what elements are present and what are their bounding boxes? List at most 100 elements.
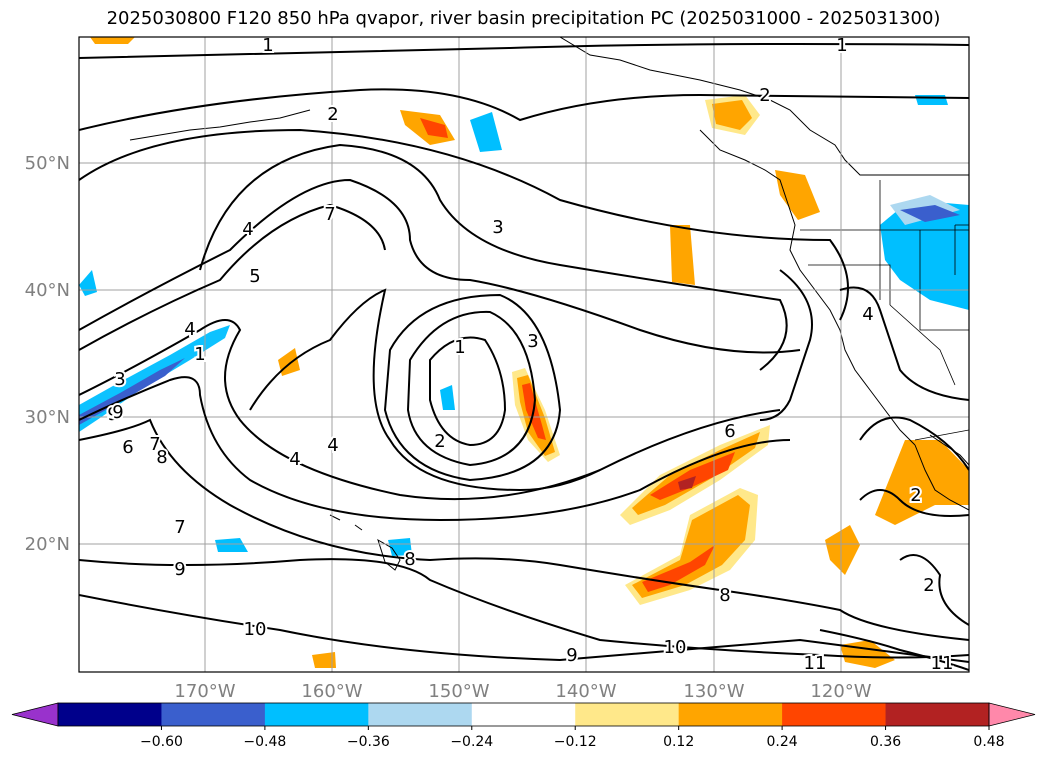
- longitude-labels: 170°W 160°W 150°W 140°W 130°W 120°W: [174, 681, 871, 702]
- contour-band-9: [79, 558, 969, 659]
- precip-shading: [79, 37, 969, 668]
- coastlines: [129, 37, 969, 571]
- colorbar-tick-label-3: −0.24: [450, 734, 493, 750]
- contour-label-14: 4: [327, 435, 338, 456]
- shade-blue-gulf-ak: [470, 112, 502, 152]
- contour-2-north: [79, 88, 969, 131]
- lat-label-40n: 40°N: [25, 280, 70, 301]
- contour-3-large: [79, 128, 849, 321]
- contour-label-9: 3: [114, 369, 125, 390]
- lon-label-160w: 160°W: [301, 681, 362, 702]
- map-title: 2025030800 F120 850 hPa qvapor, river ba…: [106, 8, 941, 29]
- colorbar-segment-8: [782, 703, 887, 726]
- contour-label-21: 9: [566, 645, 577, 666]
- contour-5: [79, 203, 386, 351]
- map-background: [79, 37, 969, 672]
- shade-orange-subtropical-2: [632, 495, 750, 598]
- colorbar-tick-label-0: −0.60: [140, 734, 183, 750]
- contour-band-7: [79, 376, 791, 522]
- contour-label-29: 2: [923, 575, 934, 596]
- contour-high-1: [429, 336, 507, 447]
- lon-label-130w: 130°W: [683, 681, 744, 702]
- contour-label-26: 11: [804, 653, 827, 674]
- contour-high-3: [383, 293, 562, 482]
- contour-3-inner: [199, 143, 788, 371]
- shade-red-gulf-ak: [420, 118, 448, 138]
- contour-label-6: 5: [249, 266, 260, 287]
- coastline-alaska: [559, 37, 969, 176]
- coastline-baja: [914, 444, 969, 511]
- shade-orange-baja: [875, 440, 969, 525]
- shade-orange-south: [825, 525, 860, 575]
- lon-label-120w: 120°W: [810, 681, 871, 702]
- colorbar-segment-4: [368, 703, 473, 726]
- colorbar-segment-7: [678, 703, 783, 726]
- contour-east-arc: [759, 269, 813, 421]
- border-interior: [919, 230, 969, 331]
- lat-label-50n: 50°N: [25, 153, 70, 174]
- colorbar-tick-label-4: −0.12: [554, 734, 597, 750]
- contour-label-33: 9: [112, 402, 123, 423]
- colorbar-tick-label-8: 0.48: [973, 734, 1004, 750]
- contour-band-6: [79, 319, 781, 501]
- contour-label-0: 1: [262, 35, 273, 56]
- lat-label-30n: 30°N: [25, 407, 70, 428]
- contour-label-30: 1: [194, 344, 205, 365]
- lon-label-150w: 150°W: [428, 681, 489, 702]
- colorbar-frame: [57, 702, 990, 727]
- contour-label-24: 9: [107, 404, 118, 425]
- contour-label-4: 3: [492, 217, 503, 238]
- contour-label-15: 6: [724, 421, 735, 442]
- contour-label-1: 1: [836, 35, 847, 56]
- shade-darkred-subtropical-1: [678, 476, 696, 490]
- contour-low-west: [249, 288, 601, 492]
- colorbar-tick-label-2: −0.36: [347, 734, 390, 750]
- coastline-bc-west: [699, 129, 916, 446]
- contour-label-20: 8: [719, 585, 730, 606]
- contour-label-7: 7: [324, 204, 335, 225]
- colorbar: −0.60 −0.48 −0.36 −0.24 −0.12 0.12 0.24 0.36 0.4…: [11, 702, 1036, 750]
- contour-high-2: [406, 310, 537, 467]
- shade-orange-42n: [670, 225, 695, 285]
- colorbar-segments: [11, 702, 1036, 727]
- contour-subtrop-east: [859, 416, 969, 517]
- colorbar-segment-3: [264, 703, 369, 726]
- contour-label-3: 2: [759, 85, 770, 106]
- colorbar-segment-5: [471, 703, 576, 726]
- contour-label-28: 2: [910, 485, 921, 506]
- contour-label-2: 2: [327, 104, 338, 125]
- contour-band-8: [79, 418, 969, 641]
- contour-label-25: 8: [156, 447, 167, 468]
- colorbar-segment-9: [885, 703, 990, 726]
- border-mexico: [914, 429, 969, 441]
- contour-label-18: 6: [122, 437, 133, 458]
- contour-1-north: [79, 43, 969, 59]
- shade-blue-great-basin: [880, 200, 969, 310]
- shade-blue-175w-20n: [215, 538, 248, 552]
- shade-orange-alaska: [712, 100, 752, 130]
- colorbar-arrow-low: [11, 702, 59, 727]
- contour-4: [79, 178, 801, 354]
- qvapor-contours: [79, 43, 969, 671]
- contour-ca-coast: [839, 286, 969, 401]
- graticule: [79, 37, 969, 672]
- contour-label-11: 3: [527, 331, 538, 352]
- contour-label-12: 2: [434, 431, 445, 452]
- shade-blue-150w-30n: [440, 385, 455, 410]
- contour-label-8: 4: [184, 319, 195, 340]
- contour-label-13: 4: [289, 449, 300, 470]
- aleutian-islands: [129, 109, 311, 141]
- contour-label-5: 4: [242, 219, 253, 240]
- contour-label-19: 9: [174, 559, 185, 580]
- colorbar-segment-6: [575, 703, 680, 726]
- contour-band-10: [79, 594, 969, 663]
- shade-orange-bottom: [312, 652, 336, 668]
- shade-orange-bc: [775, 170, 820, 220]
- border-california-nevada: [889, 304, 956, 386]
- lon-label-140w: 140°W: [555, 681, 616, 702]
- contour-band-11: [819, 629, 969, 671]
- contour-label-27: 11: [931, 653, 954, 674]
- contour-label-22: 10: [244, 619, 267, 640]
